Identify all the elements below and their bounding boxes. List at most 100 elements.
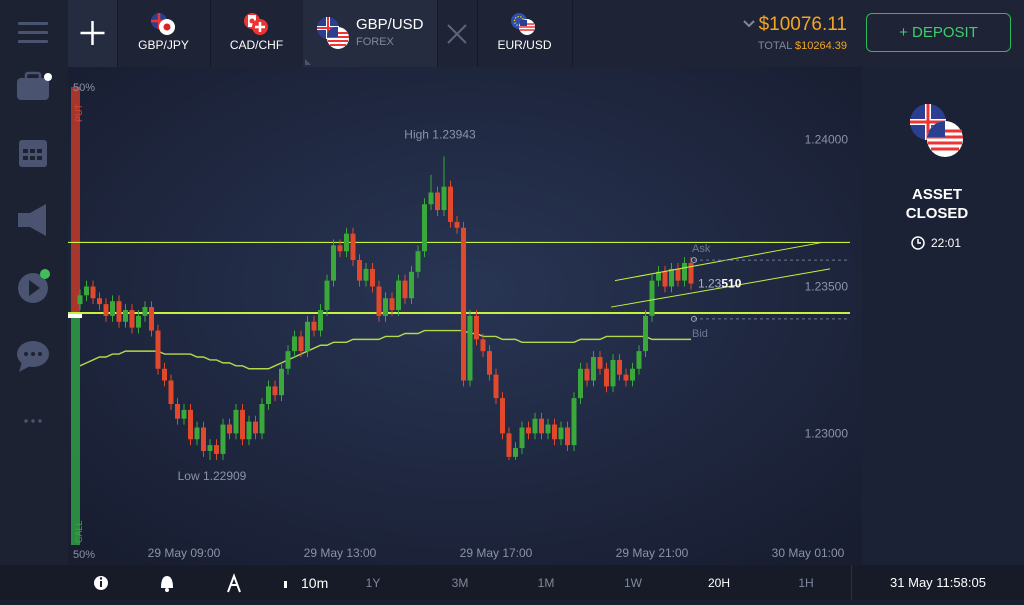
asset-flags	[910, 104, 963, 157]
asset-panel: ASSET CLOSED 22:01	[862, 67, 1024, 565]
deposit-button[interactable]: + DEPOSIT	[866, 13, 1011, 52]
candle-body	[266, 386, 271, 404]
candle-body	[116, 301, 122, 322]
chat-icon[interactable]	[17, 341, 49, 372]
low-label: Low 1.22909	[178, 469, 247, 483]
candle-body	[539, 418, 544, 434]
active-asset-tab[interactable]: GBP/USD FOREX	[303, 0, 438, 67]
sidebar-icons	[17, 22, 52, 423]
clock-icon	[911, 236, 925, 250]
candle-body	[90, 286, 96, 299]
candle-body	[617, 359, 622, 375]
gauge-marker	[68, 313, 82, 318]
x-tick-label: 30 May 01:00	[772, 546, 845, 560]
candle-body	[311, 321, 317, 331]
tab-label: CAD/CHF	[229, 38, 284, 52]
asset-tab[interactable]: CAD/CHF	[210, 0, 304, 67]
candle-body	[435, 192, 440, 211]
candle-body	[136, 315, 141, 328]
candle-body	[285, 351, 291, 369]
candle-body	[396, 280, 401, 310]
balance-chevron[interactable]	[742, 18, 756, 30]
candle-body	[467, 315, 473, 381]
total: TOTAL $10264.39	[758, 40, 847, 52]
balance[interactable]: $10076.11	[758, 14, 847, 35]
candle-body	[227, 424, 232, 434]
candle-body	[643, 315, 648, 352]
candle-body	[103, 304, 109, 316]
x-tick-label: 29 May 21:00	[616, 546, 689, 560]
asset-tab[interactable]: EUR/USD	[477, 0, 573, 67]
more-icon[interactable]	[24, 419, 42, 423]
put-label: PUT	[74, 103, 84, 122]
candle-body	[519, 427, 525, 449]
info-icon[interactable]	[94, 576, 108, 590]
candle-body	[558, 427, 564, 440]
candle-body	[220, 424, 226, 454]
bid-dot	[691, 315, 697, 322]
candle-body	[578, 368, 583, 399]
asset-tab[interactable]: GBP/JPY	[117, 0, 211, 67]
bottom-bar: 10m 1Y 3M 1M 1W 20H 1H 31 May 11:58:05	[0, 565, 1024, 600]
candle-icon[interactable]	[284, 577, 290, 588]
candle-body	[363, 268, 369, 281]
candle-body	[630, 368, 635, 381]
period-button[interactable]: 3M	[451, 576, 469, 590]
candle-body	[331, 245, 336, 281]
alert-icon[interactable]	[161, 576, 173, 592]
x-tick-label: 29 May 13:00	[304, 546, 377, 560]
candle-body	[298, 336, 304, 352]
candle-body	[656, 271, 661, 281]
x-tick-label: 29 May 17:00	[460, 546, 533, 560]
candle-body	[389, 298, 395, 310]
candle-body	[669, 268, 674, 287]
candle-body	[383, 298, 388, 316]
candle-body	[207, 445, 213, 451]
put-gauge	[71, 87, 80, 316]
candle-body	[279, 368, 284, 396]
candle-body	[597, 357, 603, 369]
tab-market: FOREX	[356, 36, 394, 48]
video-icon[interactable]	[18, 269, 50, 303]
news-icon[interactable]	[18, 204, 46, 236]
top-bar: GBP/JPY CAD/CHF GBP/USD FOREX EUR/USD $1…	[68, 0, 1024, 67]
period-button[interactable]: 1Y	[365, 576, 381, 590]
candle-body	[214, 445, 219, 454]
candle-body	[292, 336, 297, 352]
timeframe[interactable]: 10m	[301, 575, 329, 591]
candle-body	[604, 368, 609, 387]
portfolio-icon[interactable]	[17, 71, 52, 100]
calendar-icon[interactable]	[19, 140, 47, 167]
period-button[interactable]: 1H	[798, 576, 814, 590]
candle-body	[318, 310, 323, 331]
candle-body	[688, 263, 694, 284]
menu-icon[interactable]	[18, 22, 48, 43]
tab-corner	[305, 59, 311, 65]
tab-pair: GBP/USD	[356, 16, 424, 33]
clock: 31 May 11:58:05	[890, 575, 986, 590]
plus-icon	[80, 21, 105, 45]
add-tab-button[interactable]	[68, 0, 118, 67]
candle-body	[454, 221, 460, 228]
period-button[interactable]: 20H	[707, 576, 730, 590]
candle-body	[201, 427, 206, 451]
period-button[interactable]: 1M	[537, 576, 555, 590]
flag-pair	[244, 13, 268, 35]
period-button[interactable]: 1W	[624, 576, 642, 590]
candle-body	[123, 310, 128, 322]
candle-body	[77, 295, 83, 305]
draw-icon[interactable]	[227, 573, 241, 593]
close-tab-button[interactable]	[437, 0, 478, 67]
candle-body	[110, 301, 115, 316]
candle-body	[493, 374, 499, 399]
gauge-top: 50%	[73, 82, 95, 94]
candle-body	[487, 351, 492, 375]
candle-body	[324, 280, 330, 310]
asset-status: ASSET CLOSED	[905, 186, 969, 222]
flag-pair	[511, 13, 535, 35]
flag-pair	[317, 17, 349, 49]
candle-body	[461, 227, 466, 381]
candle-body	[84, 286, 89, 296]
high-label: High 1.23943	[404, 127, 476, 141]
